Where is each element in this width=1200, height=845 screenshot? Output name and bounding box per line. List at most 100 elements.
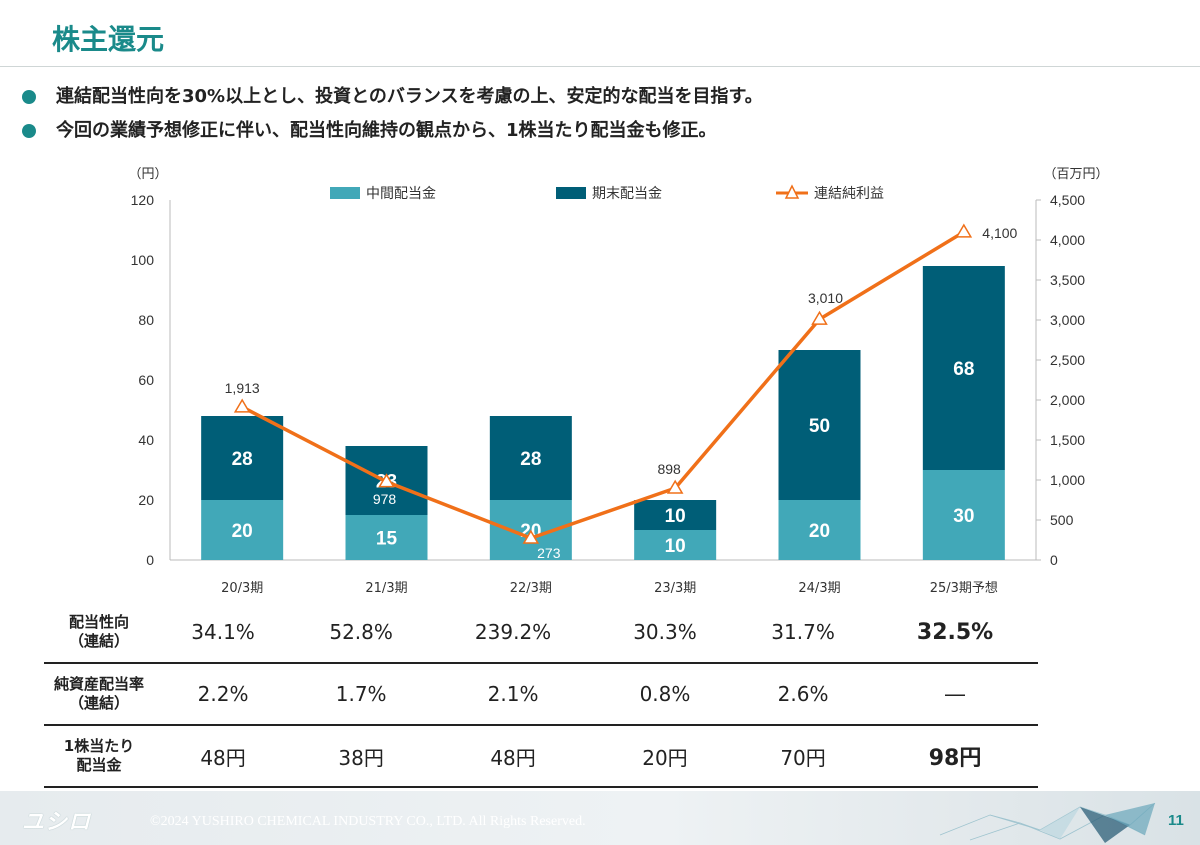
bullet-list: 連結配当性向を30%以上とし、投資とのバランスを考慮の上、安定的な配当を目指す。… <box>22 82 763 150</box>
x-axis-category-label: 23/3期 <box>654 581 696 596</box>
net-income-marker-icon <box>378 473 395 488</box>
bar-year-end-value-label: 50 <box>809 416 830 437</box>
right-axis-unit-label: （百万円） <box>1043 167 1108 182</box>
table-cell: 32.5% <box>872 602 1038 664</box>
left-axis-tick-label: 20 <box>138 492 154 508</box>
table-cell: ― <box>872 663 1038 726</box>
left-axis-tick-label: 120 <box>131 192 155 208</box>
table-cell: 239.2% <box>430 602 596 664</box>
x-axis-category-label: 20/3期 <box>221 581 263 596</box>
net-income-line <box>241 230 965 541</box>
dividend-table: 配当性向 （連結） 34.1% 52.8% 239.2% 30.3% 31.7% … <box>44 602 1038 788</box>
table-row-dps: 1株当たり 配当金 48円 38円 48円 20円 70円 98円 <box>44 725 1038 788</box>
right-axis-tick-label: 2,500 <box>1050 352 1085 368</box>
row-header: 配当性向 （連結） <box>44 602 154 664</box>
left-axis-tick-label: 0 <box>146 552 154 568</box>
bar-interim-dividend <box>345 515 428 560</box>
table-row-doe: 純資産配当率 （連結） 2.2% 1.7% 2.1% 0.8% 2.6% ― <box>44 663 1038 726</box>
table-cell: 52.8% <box>292 602 431 664</box>
bar-year-end-dividend <box>201 416 284 500</box>
table-cell: 70円 <box>734 725 873 788</box>
left-axis-tick-label: 80 <box>138 312 154 328</box>
bar-interim-value-label: 20 <box>232 521 253 542</box>
table-cell: 38円 <box>292 725 431 788</box>
left-axis-unit-label: （円） <box>128 167 167 182</box>
net-income-value-label: 898 <box>657 461 681 477</box>
bar-interim-value-label: 30 <box>953 506 974 527</box>
legend-label: 期末配当金 <box>592 186 662 202</box>
bar-year-end-dividend <box>778 350 861 500</box>
net-income-marker-icon <box>233 398 251 413</box>
left-axis-tick-label: 100 <box>131 252 155 268</box>
table-cell: 34.1% <box>154 602 293 664</box>
copyright-text: ©2024 YUSHIRO CHEMICAL INDUSTRY CO., LTD… <box>150 814 586 829</box>
left-axis-tick-label: 60 <box>138 372 154 388</box>
net-income-marker-icon <box>955 223 973 238</box>
table-row-payout-ratio: 配当性向 （連結） 34.1% 52.8% 239.2% 30.3% 31.7% … <box>44 602 1038 664</box>
net-income-value-label: 978 <box>373 491 397 507</box>
network-decoration-icon <box>939 802 1156 843</box>
bar-interim-dividend <box>778 500 861 560</box>
bullet-text: 今回の業績予想修正に伴い、配当性向維持の観点から、1株当たり配当金も修正。 <box>56 120 717 141</box>
bar-year-end-dividend <box>922 266 1005 470</box>
table-cell: 98円 <box>872 725 1038 788</box>
bullet-text: 連結配当性向を30%以上とし、投資とのバランスを考慮の上、安定的な配当を目指す。 <box>56 86 763 107</box>
right-axis-tick-label: 3,000 <box>1050 312 1085 328</box>
table-cell: 31.7% <box>734 602 873 664</box>
right-axis-tick-label: 500 <box>1050 512 1074 528</box>
title-divider <box>0 66 1200 67</box>
right-axis-tick-label: 3,500 <box>1050 272 1085 288</box>
bar-year-end-value-label: 28 <box>232 449 253 470</box>
table-cell: 0.8% <box>595 663 735 726</box>
legend-label: 連結純利益 <box>814 186 884 202</box>
table-cell: 30.3% <box>595 602 735 664</box>
bullet-item: 今回の業績予想修正に伴い、配当性向維持の観点から、1株当たり配当金も修正。 <box>22 116 763 150</box>
row-header: 純資産配当率 （連結） <box>44 663 154 726</box>
company-logo: ユシロ <box>22 810 92 835</box>
table-cell: 48円 <box>154 725 293 788</box>
legend-marker-icon <box>784 184 800 199</box>
bar-year-end-value-label: 68 <box>953 359 974 380</box>
table-cell: 2.2% <box>154 663 293 726</box>
net-income-value-label: 1,913 <box>225 380 260 396</box>
bar-year-end-dividend <box>634 500 717 530</box>
bar-interim-dividend <box>922 470 1005 560</box>
bar-interim-value-label: 10 <box>665 536 686 557</box>
net-income-marker-icon <box>522 529 540 544</box>
table-cell: 2.1% <box>430 663 596 726</box>
bar-interim-dividend <box>634 530 717 560</box>
right-axis-tick-label: 0 <box>1050 552 1058 568</box>
legend-swatch <box>556 187 586 199</box>
bar-year-end-value-label: 10 <box>665 506 686 527</box>
bar-year-end-dividend <box>489 416 572 500</box>
bar-interim-value-label: 20 <box>809 521 830 542</box>
net-income-marker-icon <box>811 310 828 325</box>
table-cell: 48円 <box>430 725 596 788</box>
dividend-chart: 0 20 40 60 80 100 120 0 500 1,000 1,500 2,000 2,500 3… <box>128 167 1108 596</box>
x-axis-category-label: 25/3期予想 <box>930 580 998 596</box>
net-income-value-label: 273 <box>537 545 561 561</box>
bar-interim-value-label: 15 <box>376 529 398 550</box>
right-axis-tick-label: 1,500 <box>1050 432 1085 448</box>
right-axis-tick-label: 4,500 <box>1050 192 1085 208</box>
x-axis-category-label: 22/3期 <box>510 581 552 596</box>
page-title: 株主還元 <box>52 23 165 56</box>
bar-year-end-value-label: 28 <box>520 449 541 470</box>
bullet-dot-icon <box>22 90 36 104</box>
row-header: 1株当たり 配当金 <box>44 725 154 788</box>
legend-swatch <box>330 187 360 199</box>
left-axis-tick-label: 40 <box>138 432 154 448</box>
legend-label: 中間配当金 <box>366 186 436 202</box>
bullet-dot-icon <box>22 124 36 138</box>
x-axis-category-label: 24/3期 <box>798 581 840 596</box>
net-income-value-label: 4,100 <box>982 225 1017 241</box>
table-cell: 20円 <box>595 725 735 788</box>
right-axis-tick-label: 1,000 <box>1050 472 1085 488</box>
x-axis-category-label: 21/3期 <box>365 581 407 596</box>
page-number: 11 <box>1168 812 1184 829</box>
right-axis-tick-label: 2,000 <box>1050 392 1085 408</box>
net-income-value-label: 3,010 <box>808 290 843 306</box>
bullet-item: 連結配当性向を30%以上とし、投資とのバランスを考慮の上、安定的な配当を目指す。 <box>22 82 763 116</box>
bar-interim-dividend <box>201 500 284 560</box>
net-income-marker-icon <box>666 479 684 494</box>
